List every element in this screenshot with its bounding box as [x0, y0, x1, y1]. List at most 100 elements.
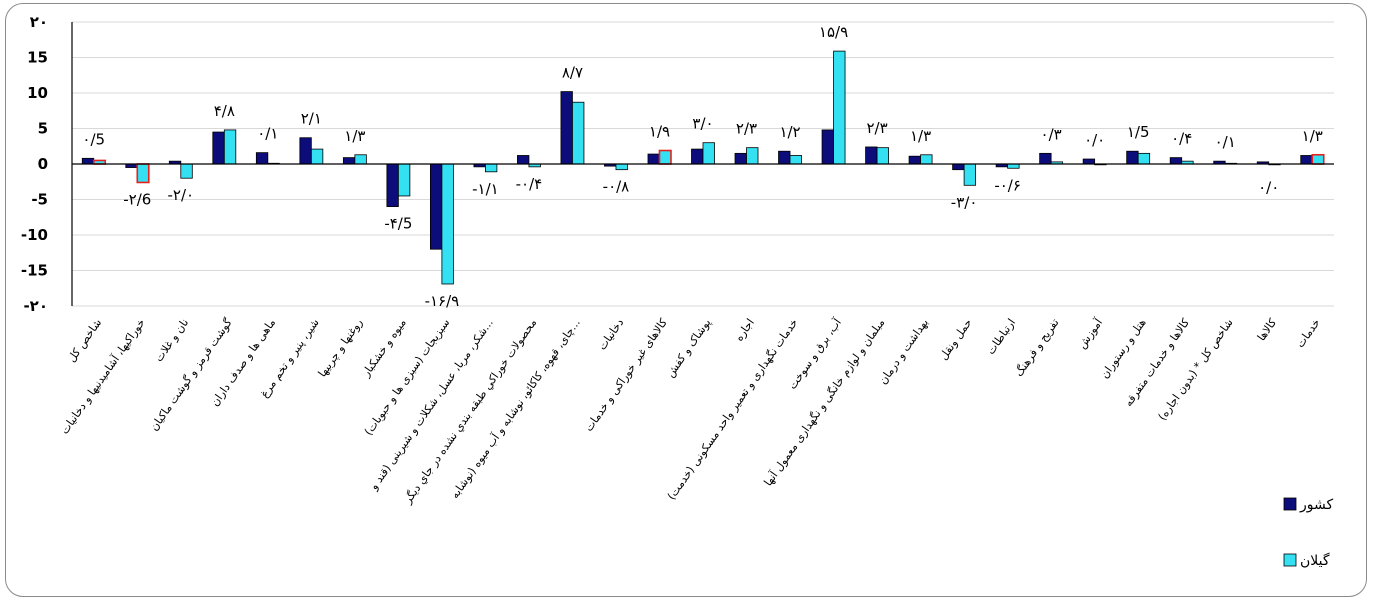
bar-gilan-18 [876, 147, 889, 165]
bar-gilan-12 [615, 163, 628, 171]
chart-frame [5, 3, 1367, 597]
bar-gilan-28 [1311, 153, 1325, 165]
data-label-24: ۱/5 [1127, 123, 1150, 141]
y-tick-label-2: 10 [27, 84, 48, 102]
bar-gilan-5 [310, 148, 324, 165]
bar-country-24 [1126, 150, 1139, 165]
category-label-1: خوراکیها، آشامیدنیها و دخانیات [57, 316, 147, 437]
bar-gilan-14 [702, 142, 715, 165]
data-label-10: -۰/۴ [516, 175, 543, 193]
data-label-9: -۱/۱ [472, 180, 499, 198]
bar-country-28 [1300, 155, 1313, 165]
bar-gilan-13 [658, 149, 672, 165]
data-label-17: ۱۵/۹ [819, 23, 848, 41]
category-label-12: دخانیات [596, 316, 627, 352]
category-label-27: کالاها [1255, 316, 1280, 344]
data-label-13: ۱/۹ [649, 123, 670, 141]
y-tick-label-3: 5 [38, 120, 48, 138]
bar-country-0 [81, 157, 95, 165]
category-label-2: نان و غلات [152, 316, 191, 364]
legend-swatch-0 [1283, 497, 1297, 511]
data-label-8: -۱۶/۹ [425, 292, 460, 310]
bar-gilan-3 [223, 129, 237, 165]
category-label-15: اجاره [732, 316, 757, 343]
category-label-24: هتل و رستوران [1098, 316, 1149, 381]
bar-country-4 [255, 152, 269, 165]
bar-country-7 [386, 163, 399, 207]
category-label-6: روغنها و چربیها [316, 316, 366, 379]
data-label-20: -۳/۰ [951, 193, 978, 211]
category-label-14: پوشاک و کفش [664, 316, 714, 379]
data-label-0: ۰/5 [82, 130, 105, 148]
data-label-3: ۴/۸ [214, 102, 235, 120]
bar-country-15 [734, 152, 747, 165]
category-label-26: شاخص کل * (بدون اجاره) [1156, 316, 1236, 423]
data-label-18: ۲/۳ [866, 119, 887, 137]
legend-label-1: گیلان [1300, 552, 1330, 569]
y-tick-label-7: -15 [21, 262, 48, 280]
category-label-20: حمل ونقل [937, 316, 975, 362]
data-label-27: ۰/۰ [1258, 178, 1279, 196]
bar-country-19 [908, 155, 921, 165]
bar-gilan-19 [920, 154, 933, 165]
bar-country-13 [647, 153, 660, 165]
bar-country-5 [299, 137, 312, 165]
bar-country-6 [342, 157, 356, 165]
bar-gilan-1 [136, 163, 150, 184]
data-label-1: -۲/6 [123, 190, 151, 208]
bar-country-16 [778, 150, 791, 165]
bar-gilan-16 [789, 155, 802, 165]
y-tick-label-6: -10 [21, 226, 48, 244]
bar-country-14 [691, 148, 704, 165]
legend-label-0: کشور [1299, 497, 1333, 513]
category-label-28: خدمات [1294, 316, 1323, 350]
data-label-25: ۰/۴ [1171, 130, 1192, 148]
bar-country-25 [1169, 157, 1183, 165]
y-tick-label-4: 0 [38, 155, 48, 173]
bar-gilan-15 [746, 147, 759, 165]
data-label-7: -۴/5 [384, 215, 412, 233]
data-label-19: ۱/۳ [910, 127, 931, 145]
data-label-14: ۳/۰ [692, 115, 713, 133]
bar-gilan-17 [833, 50, 846, 165]
data-label-16: ۱/۲ [779, 123, 800, 141]
bar-country-20 [952, 163, 965, 171]
bar-country-8 [429, 163, 443, 250]
category-label-8: سبزیجات (سبزی ها و حبوبات) [362, 316, 453, 438]
bar-country-23 [1082, 158, 1096, 165]
bar-country-17 [821, 129, 834, 165]
data-label-6: ۱/۳ [344, 127, 365, 145]
data-label-4: ۰/۱ [257, 125, 278, 143]
bar-country-10 [517, 155, 530, 165]
category-label-3: گوشت قرمز و گوشت ماکیان [147, 316, 235, 434]
bar-gilan-11 [572, 101, 585, 165]
data-label-28: ۱/۳ [1302, 127, 1323, 145]
bar-gilan-20 [963, 163, 977, 186]
category-label-23: آموزش [1075, 315, 1106, 351]
category-label-21: ارتباطات [984, 316, 1018, 357]
legend-swatch-1 [1283, 553, 1297, 567]
category-label-22: تفریح و فرهنگ [1012, 316, 1061, 379]
bar-gilan-24 [1137, 152, 1151, 165]
data-label-21: -۰/۶ [994, 176, 1021, 194]
bar-gilan-2 [180, 163, 193, 179]
data-label-26: ۰/۱ [1215, 133, 1236, 151]
bar-country-22 [1039, 152, 1052, 165]
bar-gilan-6 [354, 154, 367, 165]
bar-gilan-8 [441, 163, 454, 285]
category-label-7: میوه و خشکبار [359, 316, 409, 380]
bar-country-3 [212, 131, 225, 165]
data-label-22: ۰/۳ [1041, 125, 1062, 143]
bar-country-11 [560, 91, 573, 165]
bar-country-18 [865, 146, 878, 165]
y-tick-label-1: 15 [27, 49, 48, 67]
data-label-5: ۲/۱ [301, 110, 322, 128]
data-label-11: ۸/۷ [562, 64, 583, 82]
y-tick-label-8: -۲۰ [23, 297, 48, 315]
data-label-23: ۰/۰ [1084, 131, 1105, 149]
data-label-12: -۰/۸ [603, 178, 630, 196]
bar-gilan-7 [397, 163, 411, 197]
y-tick-label-5: -5 [31, 191, 48, 209]
category-label-0: شاخص کل [65, 316, 104, 364]
